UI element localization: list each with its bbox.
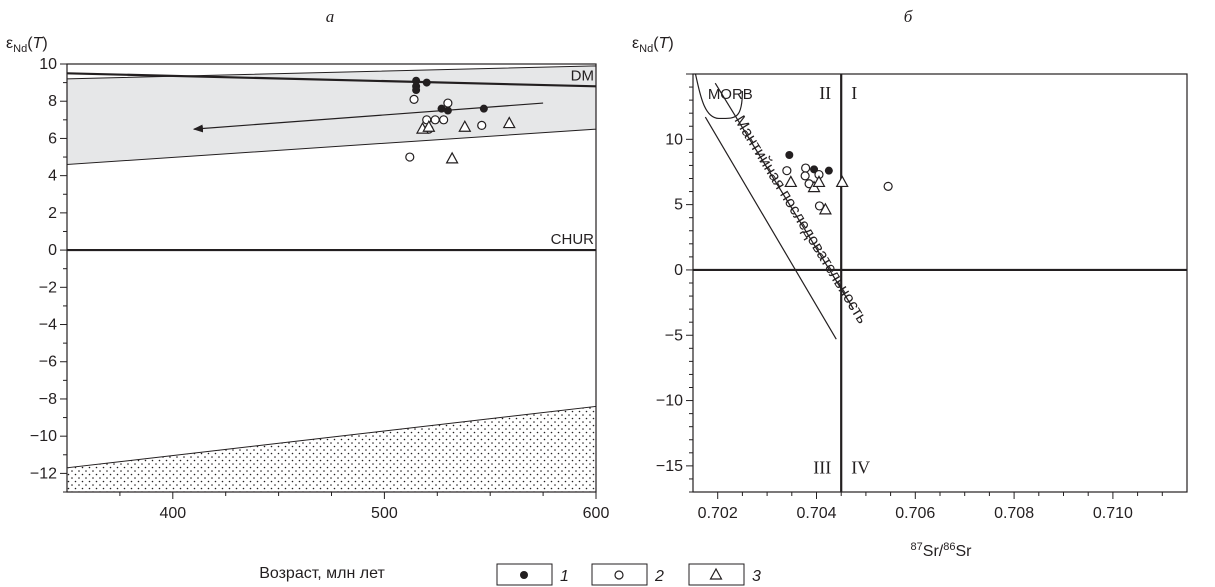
panel-b-y-ticks: 10 5 0 −5 −10 −15 bbox=[656, 73, 693, 493]
x-tick-label: 600 bbox=[583, 505, 610, 522]
quadrant-label-II: II bbox=[819, 83, 831, 103]
x-tick-label: 400 bbox=[159, 505, 186, 522]
quadrant-label-IV: IV bbox=[851, 458, 870, 478]
dm-label: DM bbox=[571, 67, 594, 84]
crustal-dotted-field bbox=[66, 405, 597, 493]
y-tick-label: 4 bbox=[48, 168, 57, 185]
panel-a-xlabel: Возраст, млн лет bbox=[259, 565, 385, 582]
legend-marker-3 bbox=[709, 567, 723, 580]
mantle-array-lower-line bbox=[704, 116, 837, 340]
data-point-series-2 bbox=[801, 163, 811, 173]
y-tick-label: 0 bbox=[674, 262, 683, 279]
y-tick-label: −10 bbox=[656, 393, 683, 410]
data-point-series-1 bbox=[824, 166, 833, 175]
legend: 1 2 3 bbox=[496, 563, 761, 586]
data-point-series-2 bbox=[405, 152, 415, 162]
data-point-series-3 bbox=[812, 175, 826, 188]
y-tick-label: −5 bbox=[665, 327, 683, 344]
panel-b-frame bbox=[692, 73, 1188, 493]
panel-b: б εNd(T) MORB Мантийная последовательност… bbox=[632, 7, 1188, 560]
legend-marker-2 bbox=[614, 570, 624, 580]
x-tick-label: 500 bbox=[371, 505, 398, 522]
mantle-array-upper-line bbox=[714, 82, 855, 310]
data-point-series-1 bbox=[422, 78, 431, 87]
panel-b-xlabel: 87Sr/86Sr bbox=[911, 541, 973, 560]
y-tick-label: 8 bbox=[48, 93, 57, 110]
y-tick-label: −15 bbox=[656, 458, 683, 475]
quadrant-label-I: I bbox=[851, 83, 857, 103]
data-point-series-1 bbox=[443, 106, 452, 115]
panel-b-fields: MORB Мантийная последовательность bbox=[694, 73, 871, 340]
panel-b-ylabel: εNd(T) bbox=[632, 35, 674, 55]
data-point-series-1 bbox=[437, 104, 446, 113]
y-tick-label: −10 bbox=[30, 428, 57, 445]
data-point-series-1 bbox=[479, 104, 488, 113]
data-point-series-1 bbox=[412, 76, 421, 85]
reference-lines: DM CHUR bbox=[66, 67, 597, 252]
y-tick-label: 5 bbox=[674, 197, 683, 214]
data-point-series-1 bbox=[785, 150, 794, 159]
data-point-series-2 bbox=[814, 201, 825, 211]
data-point-series-3 bbox=[422, 120, 436, 132]
data-point-series-2 bbox=[439, 115, 449, 125]
data-point-series-3 bbox=[818, 202, 832, 215]
data-point-series-3 bbox=[784, 175, 798, 188]
mantle-array-label: Мантийная последовательность bbox=[731, 113, 871, 327]
data-point-series-2 bbox=[800, 171, 810, 181]
quadrant-dividers bbox=[693, 74, 1187, 492]
y-tick-label: 0 bbox=[48, 242, 57, 259]
panel-b-plot-border bbox=[692, 73, 1188, 493]
data-point-series-3 bbox=[458, 120, 472, 132]
data-point-series-3 bbox=[835, 175, 849, 188]
panel-a: а εNd(T) DM CHUR 400 500 600 10 8 6 4 2 0 −2 −4 −6 −… bbox=[6, 7, 609, 582]
data-point-series-3 bbox=[502, 116, 516, 129]
data-point-series-3 bbox=[445, 151, 459, 164]
dotted-field-area bbox=[66, 405, 597, 493]
legend-marker-1 bbox=[520, 571, 528, 579]
x-tick-label: 0.702 bbox=[698, 505, 738, 522]
legend-label-1: 1 bbox=[560, 568, 569, 585]
dm-line bbox=[66, 72, 597, 88]
x-tick-label: 0.708 bbox=[994, 505, 1034, 522]
data-point-series-2 bbox=[409, 94, 419, 104]
data-point-series-2 bbox=[782, 166, 792, 176]
y-tick-label: −2 bbox=[39, 279, 57, 296]
panel-b-points bbox=[782, 150, 893, 215]
y-tick-label: 10 bbox=[665, 131, 683, 148]
panel-a-ylabel: εNd(T) bbox=[6, 35, 48, 55]
legend-label-3: 3 bbox=[752, 568, 761, 585]
data-point-series-2 bbox=[443, 98, 453, 108]
data-point-series-2 bbox=[430, 115, 440, 125]
y-tick-label: 10 bbox=[39, 56, 57, 73]
y-tick-label: 6 bbox=[48, 130, 57, 147]
x-tick-label: 0.706 bbox=[895, 505, 935, 522]
y-tick-label: −8 bbox=[39, 391, 57, 408]
quadrant-label-III: III bbox=[813, 458, 831, 478]
x-tick-label: 0.704 bbox=[796, 505, 836, 522]
panel-a-y-ticks: 10 8 6 4 2 0 −2 −4 −6 −8 −10 −12 bbox=[30, 56, 67, 493]
x-tick-label: 0.710 bbox=[1093, 505, 1133, 522]
panel-a-x-ticks: 400 500 600 bbox=[119, 492, 610, 522]
data-point-series-2 bbox=[883, 181, 893, 191]
y-tick-label: −12 bbox=[30, 465, 57, 482]
panel-b-label: б bbox=[904, 7, 913, 26]
panel-a-points bbox=[405, 76, 516, 164]
data-point-series-2 bbox=[477, 120, 487, 131]
morb-field bbox=[694, 73, 743, 120]
y-tick-label: −4 bbox=[39, 317, 57, 334]
chur-label: CHUR bbox=[551, 231, 594, 248]
data-point-series-1 bbox=[412, 86, 421, 95]
panel-a-label: а bbox=[326, 7, 335, 26]
legend-label-2: 2 bbox=[654, 568, 664, 585]
y-tick-label: −6 bbox=[39, 354, 57, 371]
morb-label: MORB bbox=[708, 86, 753, 103]
panel-b-x-ticks: 0.702 0.704 0.706 0.708 0.710 bbox=[698, 492, 1163, 522]
y-tick-label: 2 bbox=[48, 205, 57, 222]
